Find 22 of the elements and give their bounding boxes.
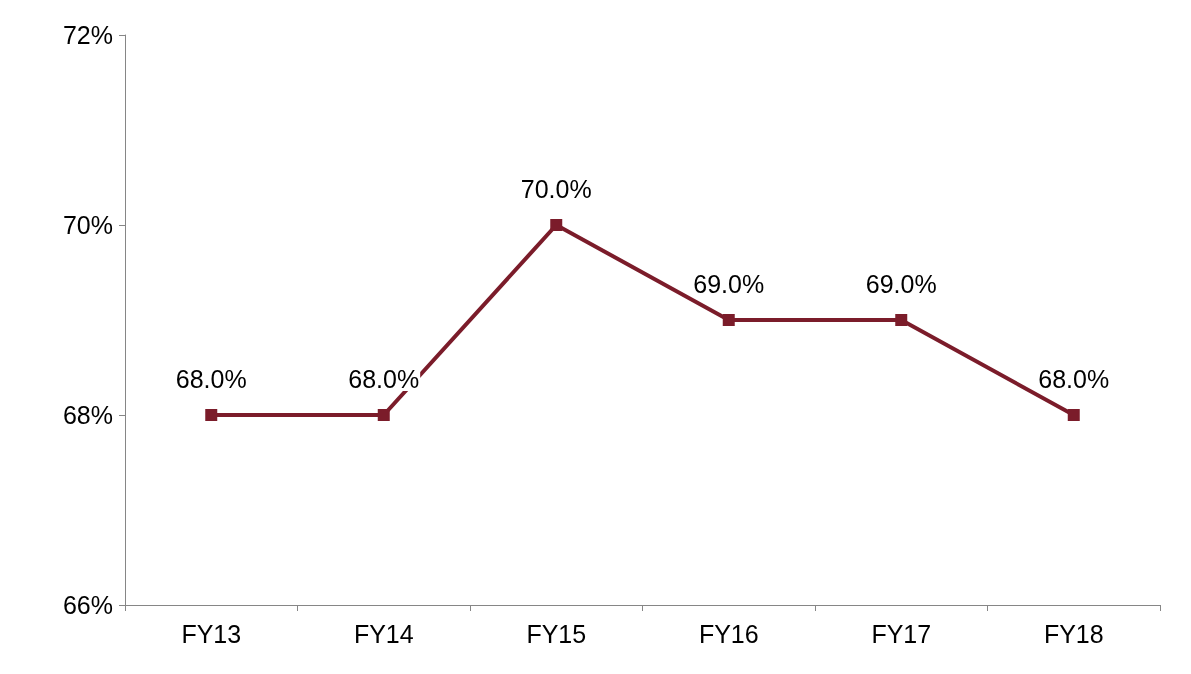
point [722, 314, 735, 326]
x-tick-label: FY17 [871, 619, 932, 648]
point [205, 409, 218, 421]
point [1067, 409, 1080, 421]
x-tick-label: FY15 [526, 619, 587, 648]
x-tick-label: FY18 [1043, 619, 1104, 648]
data-label: 68.0% [348, 364, 420, 393]
point [550, 219, 563, 231]
y-tick-label: 68% [62, 401, 113, 429]
y-tick-label: 70% [62, 211, 113, 239]
data-label: 70.0% [520, 174, 592, 203]
x-tick-label: FY13 [181, 619, 242, 648]
data-label: 69.0% [693, 269, 765, 298]
data-label: 69.0% [865, 269, 937, 298]
point [895, 314, 908, 326]
x-tick-label: FY14 [353, 619, 414, 648]
x-tick-label: FY16 [698, 619, 759, 648]
data-label: 68.0% [175, 364, 247, 393]
y-tick-label: 66% [62, 591, 113, 619]
y-tick-label: 72% [62, 21, 113, 49]
point [377, 409, 390, 421]
data-label: 68.0% [1038, 364, 1110, 393]
